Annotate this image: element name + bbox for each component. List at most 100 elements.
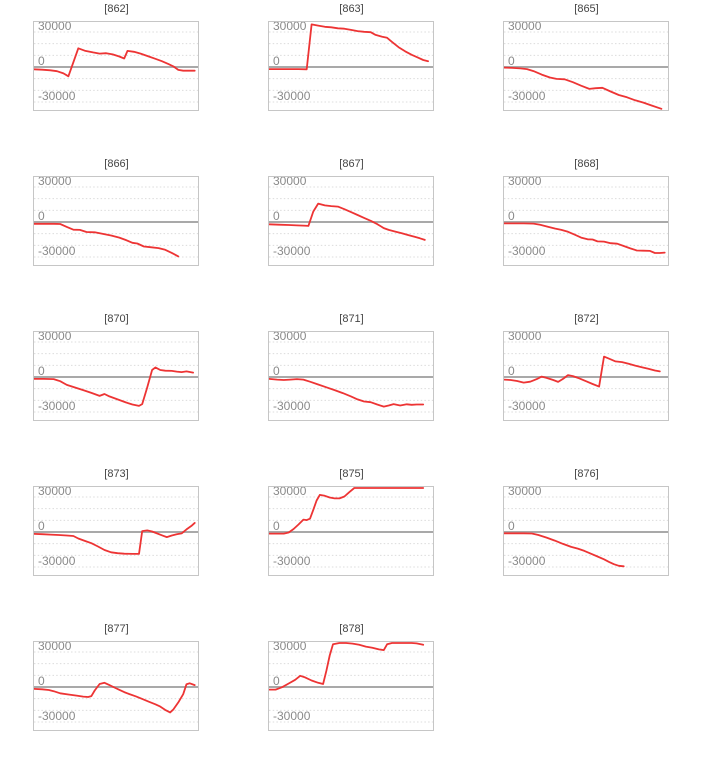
sparkline-chart: 30000 0 -30000 [34, 22, 198, 103]
sparkline-chart: 30000 0 -30000 [34, 642, 198, 723]
y-tick-label: 0 [273, 519, 280, 533]
data-line [504, 66, 663, 110]
y-tick-label: 30000 [273, 487, 307, 498]
chart-cell: [866] 30000 0 -30000 [0, 156, 235, 311]
y-tick-label: 0 [273, 364, 280, 378]
y-tick-label: -30000 [38, 554, 76, 568]
chart-panel: 30000 0 -30000 [268, 331, 434, 421]
chart-panel: 30000 0 -30000 [503, 21, 669, 111]
y-tick-label: 0 [508, 54, 515, 68]
chart-cell: [871] 30000 0 -30000 [235, 311, 470, 466]
chart-panel: 30000 0 -30000 [268, 176, 434, 266]
chart-title: [867] [339, 158, 364, 170]
chart-cell: [868] 30000 0 -30000 [470, 156, 706, 311]
y-tick-label: -30000 [273, 709, 311, 723]
data-line [504, 355, 661, 388]
y-tick-label: -30000 [508, 554, 546, 568]
sparkline-chart: 30000 0 -30000 [269, 22, 433, 103]
chart-panel: 30000 0 -30000 [268, 641, 434, 731]
chart-panel: 30000 0 -30000 [33, 176, 199, 266]
y-tick-label: 0 [508, 209, 515, 223]
y-tick-label: -30000 [508, 399, 546, 413]
y-tick-label: 0 [508, 519, 515, 533]
sparkline-chart: 30000 0 -30000 [269, 332, 433, 413]
chart-title: [875] [339, 468, 364, 480]
y-tick-label: 30000 [38, 177, 72, 188]
y-tick-label: 30000 [508, 22, 542, 33]
data-line [269, 23, 430, 71]
chart-cell: [873] 30000 0 -30000 [0, 466, 235, 621]
y-tick-label: 0 [38, 364, 45, 378]
y-tick-label: 0 [273, 674, 280, 688]
y-tick-label: 30000 [273, 22, 307, 33]
chart-panel: 30000 0 -30000 [33, 486, 199, 576]
chart-panel: 30000 0 -30000 [503, 486, 669, 576]
sparkline-chart: 30000 0 -30000 [269, 177, 433, 258]
y-tick-label: 0 [508, 364, 515, 378]
data-line [34, 222, 180, 258]
sparkline-chart: 30000 0 -30000 [504, 332, 668, 413]
chart-title: [868] [574, 158, 599, 170]
y-tick-label: -30000 [273, 89, 311, 103]
y-tick-label: 30000 [508, 332, 542, 343]
data-line [269, 202, 426, 241]
y-tick-label: 0 [38, 674, 45, 688]
data-line [34, 47, 196, 78]
sparkline-chart: 30000 0 -30000 [269, 487, 433, 568]
sparkline-chart: 30000 0 -30000 [34, 177, 198, 258]
data-line [269, 378, 425, 408]
y-tick-label: 30000 [273, 642, 307, 653]
chart-title: [878] [339, 623, 364, 635]
sparkline-chart: 30000 0 -30000 [34, 332, 198, 413]
y-tick-label: 30000 [508, 177, 542, 188]
data-line [269, 642, 425, 691]
chart-title: [862] [104, 3, 129, 15]
chart-cell: [876] 30000 0 -30000 [470, 466, 706, 621]
chart-title: [863] [339, 3, 364, 15]
y-tick-label: -30000 [273, 399, 311, 413]
y-tick-label: -30000 [273, 554, 311, 568]
data-line [34, 681, 196, 714]
y-tick-label: -30000 [38, 89, 76, 103]
y-tick-label: 0 [38, 54, 45, 68]
y-tick-label: 30000 [38, 332, 72, 343]
chart-cell: [875] 30000 0 -30000 [235, 466, 470, 621]
y-tick-label: 0 [38, 519, 45, 533]
chart-panel: 30000 0 -30000 [503, 331, 669, 421]
chart-panel: 30000 0 -30000 [268, 21, 434, 111]
chart-panel: 30000 0 -30000 [268, 486, 434, 576]
y-tick-label: 30000 [38, 22, 72, 33]
chart-cell: [872] 30000 0 -30000 [470, 311, 706, 466]
chart-title: [876] [574, 468, 599, 480]
sparkline-chart: 30000 0 -30000 [269, 642, 433, 723]
sparkline-chart: 30000 0 -30000 [504, 22, 668, 110]
chart-title: [865] [574, 3, 599, 15]
chart-panel: 30000 0 -30000 [33, 331, 199, 421]
chart-cell: [867] 30000 0 -30000 [235, 156, 470, 311]
y-tick-label: 0 [273, 54, 280, 68]
y-tick-label: 30000 [273, 177, 307, 188]
chart-title: [877] [104, 623, 129, 635]
y-tick-label: -30000 [273, 244, 311, 258]
y-tick-label: 0 [38, 209, 45, 223]
y-tick-label: -30000 [38, 709, 76, 723]
chart-panel: 30000 0 -30000 [503, 176, 669, 266]
chart-title: [870] [104, 313, 129, 325]
data-line [504, 532, 625, 568]
chart-cell: [865] 30000 0 -30000 [470, 1, 706, 156]
data-line [269, 487, 425, 535]
y-tick-label: 30000 [273, 332, 307, 343]
chart-title: [872] [574, 313, 599, 325]
chart-panel: 30000 0 -30000 [33, 21, 199, 111]
y-tick-label: 30000 [508, 487, 542, 498]
y-tick-label: -30000 [508, 244, 546, 258]
data-line [504, 222, 666, 254]
chart-panel: 30000 0 -30000 [33, 641, 199, 731]
chart-cell: [862] 30000 0 -30000 [0, 1, 235, 156]
data-line [34, 522, 196, 555]
chart-title: [873] [104, 468, 129, 480]
chart-cell: [877] 30000 0 -30000 [0, 621, 235, 776]
chart-cell: [863] 30000 0 -30000 [235, 1, 470, 156]
sparkline-chart: 30000 0 -30000 [34, 487, 198, 568]
